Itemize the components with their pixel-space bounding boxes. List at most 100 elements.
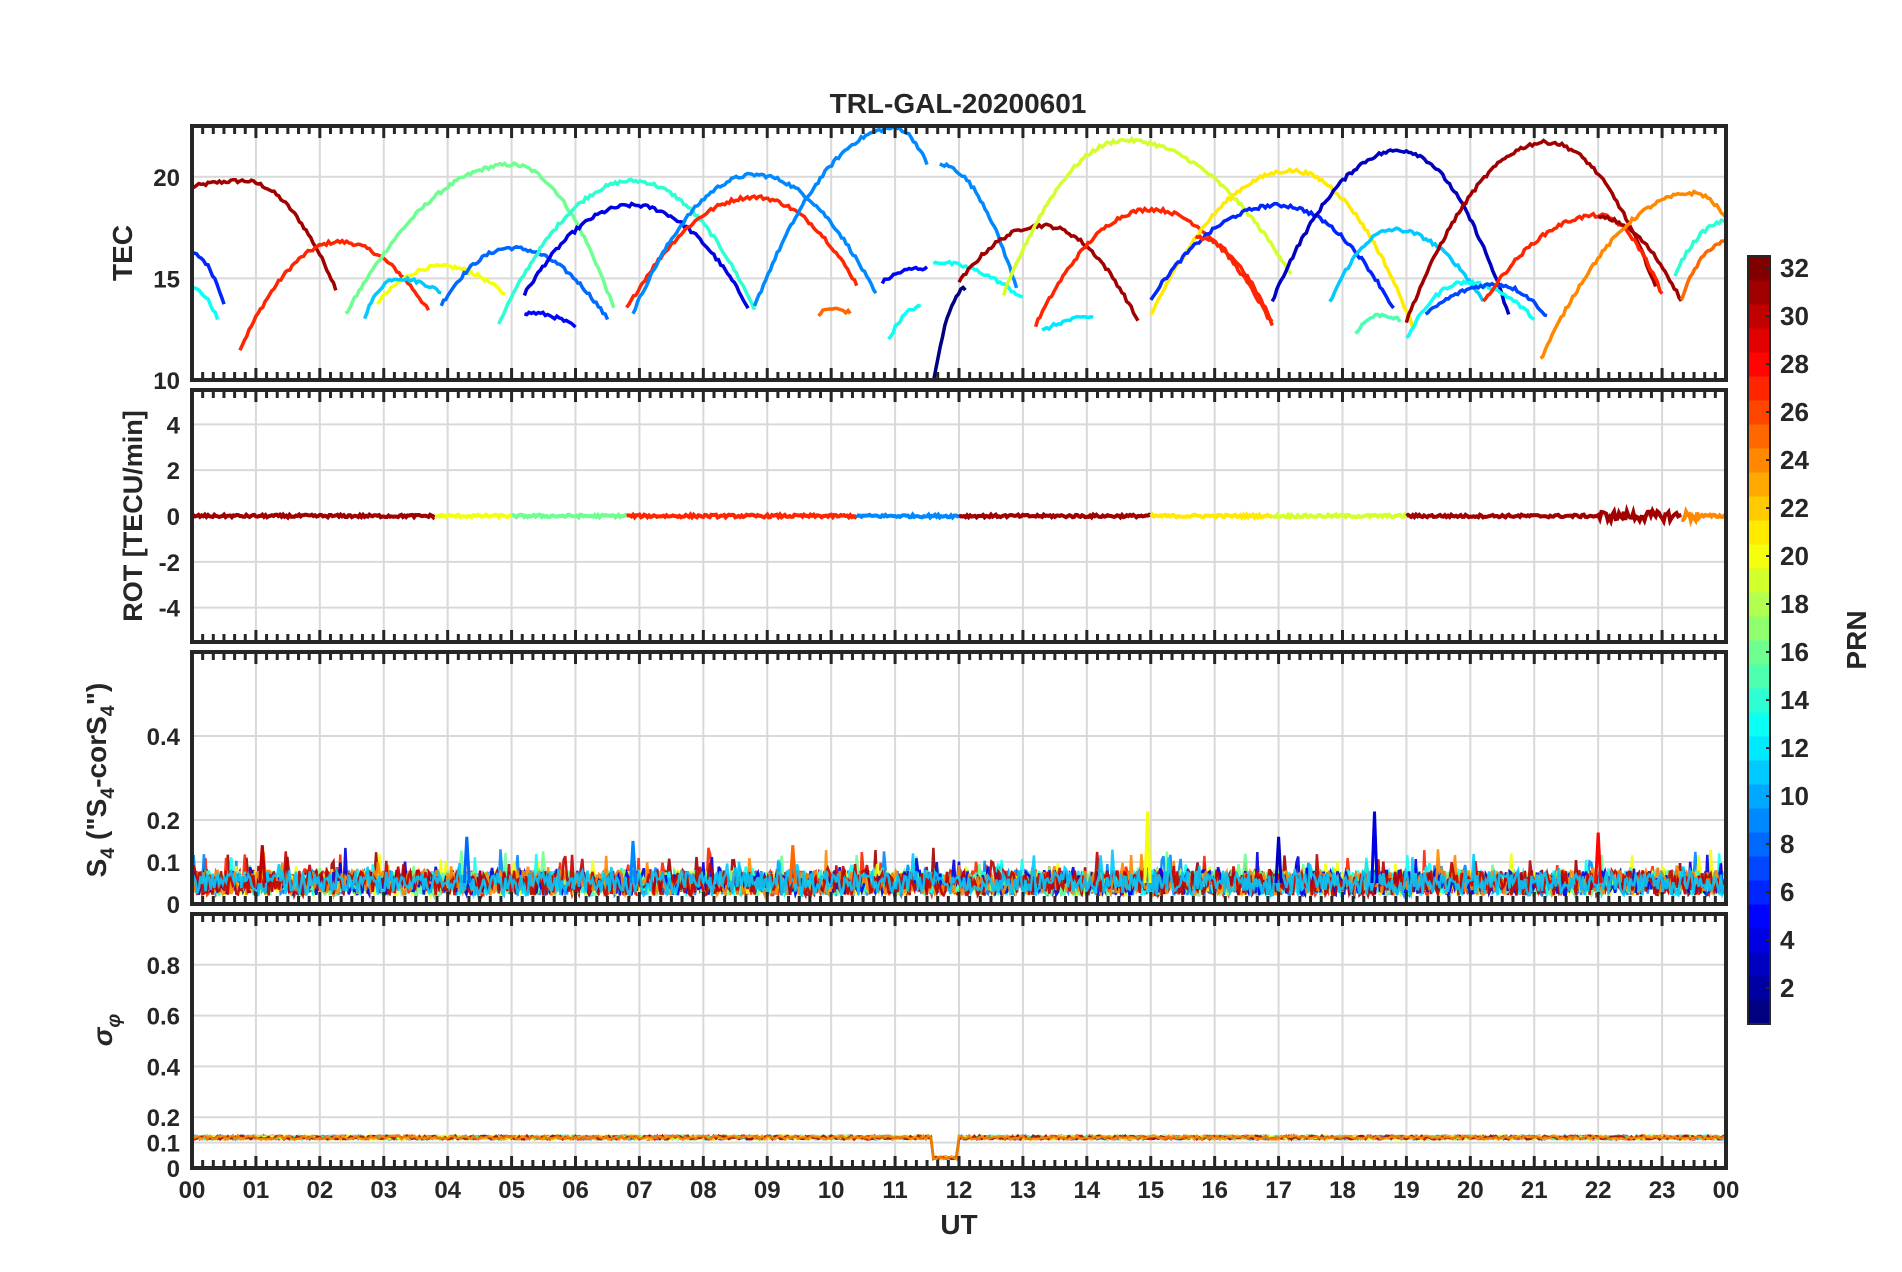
tec-panel: 10 15 20 (153, 124, 1728, 395)
s4-series (190, 811, 1728, 901)
colorbar-tick-label: 12 (1780, 733, 1809, 763)
colorbar-band (1748, 376, 1770, 401)
tec-y-tick-label: 10 (153, 368, 180, 395)
tec-arc-prn-24 (1539, 189, 1728, 360)
colorbar-band (1748, 952, 1770, 977)
s4-peak-prn-30 (258, 845, 267, 884)
rot-trace-prn-31 (191, 511, 437, 521)
s4-peak-prn-8 (462, 836, 471, 884)
x-tick-label: 15 (1137, 1177, 1164, 1204)
s4-trace-prn-11 (190, 849, 1728, 901)
colorbar-tick-label: 32 (1780, 253, 1809, 283)
tec-arc-prn-25 (1679, 239, 1727, 301)
colorbar-tick-label: 28 (1780, 349, 1809, 379)
sigma-phi-y-tick-label: 0.8 (147, 953, 180, 980)
colorbar-band (1748, 856, 1770, 881)
x-tick-label: 08 (690, 1177, 717, 1204)
tec-arc-prn-5 (880, 265, 929, 285)
colorbar-band (1748, 424, 1770, 449)
tec-arc-prn-19 (1002, 135, 1293, 296)
sigma-phi-y-tick-label: 0 (167, 1156, 180, 1183)
x-tick-labels: 00 01 02 03 04 05 06 07 08 09 10 11 12 13 14 15 16 17 18 19… (179, 1177, 1740, 1204)
tec-arc-prn-21 (1149, 167, 1415, 330)
tec-arc-prn-8 (439, 244, 610, 321)
colorbar-band (1748, 616, 1770, 641)
colorbar-label: PRN (1841, 610, 1872, 669)
tec-arc-prn-15 (1354, 312, 1402, 335)
colorbar-tick-label: 10 (1780, 781, 1809, 811)
x-tick-label: 05 (498, 1177, 525, 1204)
tec-arc-prn-16 (344, 161, 616, 315)
sigma-phi-y-tick-label: 0.4 (147, 1054, 181, 1081)
tec-y-tick-label: 20 (153, 165, 180, 192)
x-tick-label: 01 (243, 1177, 270, 1204)
tec-axes-box (190, 124, 1728, 382)
colorbar-band (1748, 400, 1770, 425)
x-tick-label: 17 (1265, 1177, 1292, 1204)
colorbar-band (1748, 256, 1770, 281)
rot-trace-prn-31 (1405, 503, 1682, 528)
tec-arc-prn-31 (1597, 214, 1683, 302)
x-tick-label: 00 (1713, 1177, 1740, 1204)
colorbar-band (1748, 688, 1770, 713)
tec-arc-prn-25 (817, 306, 852, 318)
colorbar-tick-label: 18 (1780, 589, 1809, 619)
colorbar-band (1748, 1000, 1770, 1025)
tec-series (190, 124, 1728, 383)
tec-arc-prn-31 (957, 222, 1140, 322)
x-tick-label: 23 (1649, 1177, 1676, 1204)
tec-arc-prn-13 (887, 303, 922, 341)
x-tick-label: 22 (1585, 1177, 1612, 1204)
x-tick-label: 03 (370, 1177, 397, 1204)
colorbar-tick-label: 4 (1780, 925, 1795, 955)
colorbar-band (1748, 904, 1770, 929)
rot-y-tick-label: 0 (167, 504, 180, 531)
s4-y-tick-label: 0.2 (147, 808, 180, 835)
tec-arc-prn-27 (1034, 205, 1274, 328)
colorbar-band (1748, 280, 1770, 305)
x-tick-label: 19 (1393, 1177, 1420, 1204)
colorbar-tick-label: 16 (1780, 637, 1809, 667)
s4-peak-prn-28 (1594, 832, 1603, 884)
tec-arc-prn-9 (939, 161, 1019, 289)
colorbar-band (1748, 328, 1770, 353)
x-tick-label: 18 (1329, 1177, 1356, 1204)
rot-trace-prn-16 (511, 511, 628, 521)
colorbar-tick-label: 26 (1780, 397, 1809, 427)
rot-trace-prn-24 (1680, 506, 1727, 528)
colorbar-band (1748, 472, 1770, 497)
sigma-phi-y-tick-label: 0.1 (147, 1131, 180, 1158)
colorbar-band (1748, 760, 1770, 785)
colorbar-band (1748, 880, 1770, 905)
x-tick-label: 10 (818, 1177, 845, 1204)
colorbar-band (1748, 352, 1770, 377)
sigma-phi-y-ticks: 00.10.2 0.4 0.6 0.8 (147, 914, 1728, 1183)
tec-arc-prn-31 (191, 177, 338, 291)
rot-ylabel: ROT [TECU/min] (118, 410, 148, 621)
tec-arc-prn-3 (1270, 148, 1511, 315)
colorbar-band (1748, 784, 1770, 809)
s4-axes-box (190, 650, 1728, 906)
s4-y-tick-label: 0.4 (147, 724, 181, 751)
x-tick-label: 11 (882, 1177, 907, 1204)
sigma-phi-y-tick-label: 0.6 (147, 1004, 180, 1031)
x-tick-label: 21 (1521, 1177, 1548, 1204)
sigma-phi-trace-prn-24 (191, 1133, 1727, 1161)
colorbar-band (1748, 976, 1770, 1001)
x-tick-label: 04 (434, 1177, 461, 1204)
colorbar-band (1748, 544, 1770, 569)
tec-arc-prn-13 (1405, 278, 1536, 340)
colorbar-bands (1748, 256, 1770, 1025)
tec-arc-prn-13 (190, 285, 220, 321)
s4-peak-prn-3 (1274, 836, 1283, 884)
rot-panel: -4 -2 0 2 4 (159, 388, 1728, 644)
x-axis-label: UT (940, 1209, 977, 1240)
colorbar-band (1748, 640, 1770, 665)
x-tick-label: 09 (754, 1177, 781, 1204)
s4-peak-prn-25 (788, 845, 797, 884)
colorbar-tick-label: 6 (1780, 877, 1794, 907)
colorbar-band (1748, 736, 1770, 761)
colorbar-tick-label: 30 (1780, 301, 1809, 331)
colorbar-band (1748, 568, 1770, 593)
